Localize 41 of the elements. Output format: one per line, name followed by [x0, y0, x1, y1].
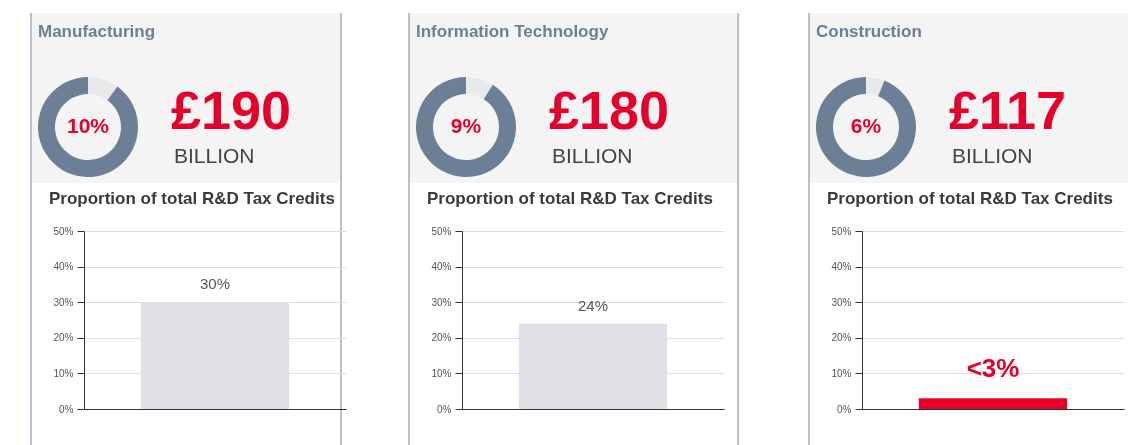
- y-tick-label: 30%: [831, 296, 852, 308]
- chart-title: Manufacturing: [38, 22, 156, 41]
- chart-title: Construction: [816, 22, 922, 41]
- y-tick-label: 50%: [53, 225, 74, 237]
- text: BILLION: [552, 144, 633, 167]
- donut-slice: [88, 77, 118, 101]
- y-tick-label: 10%: [831, 367, 852, 379]
- donut-slice: [38, 77, 138, 177]
- chart-title: Proportion of total R&D Tax Credits: [426, 189, 713, 208]
- text: £190: [171, 80, 292, 140]
- data-label: 30%: [199, 275, 231, 293]
- y-tick-label: 20%: [831, 332, 852, 344]
- y-tick-label: 30%: [431, 296, 452, 308]
- text: 9%: [450, 114, 482, 137]
- y-tick-label: 20%: [431, 332, 452, 344]
- y-tick-label: 10%: [53, 367, 74, 379]
- text: BILLION: [174, 144, 255, 167]
- chart-title: Information Technology: [416, 22, 609, 41]
- y-tick-label: 50%: [431, 225, 452, 237]
- donut-slice: [466, 77, 493, 100]
- chart-title: Proportion of total R&D Tax Credits: [48, 189, 335, 208]
- y-tick-label: 0%: [837, 403, 852, 415]
- y-tick-label: 40%: [831, 261, 852, 273]
- text: 6%: [850, 114, 882, 137]
- y-tick-label: 10%: [431, 367, 452, 379]
- data-label: <3%: [966, 353, 1020, 384]
- data-label: 24%: [577, 296, 609, 314]
- y-tick-label: 0%: [59, 403, 74, 415]
- donut-slice: [816, 77, 916, 177]
- y-tick-label: 50%: [831, 225, 852, 237]
- text: BILLION: [952, 144, 1033, 167]
- donut-slice: [866, 77, 885, 97]
- text: £180: [549, 80, 670, 140]
- y-tick-label: 30%: [53, 296, 74, 308]
- chart-title: Proportion of total R&D Tax Credits: [826, 189, 1113, 208]
- y-tick-label: 40%: [53, 261, 74, 273]
- text: £117: [949, 80, 1067, 140]
- y-tick-label: 40%: [431, 261, 452, 273]
- donut-slice: [416, 77, 516, 177]
- y-tick-label: 0%: [437, 403, 452, 415]
- y-tick-label: 20%: [53, 332, 74, 344]
